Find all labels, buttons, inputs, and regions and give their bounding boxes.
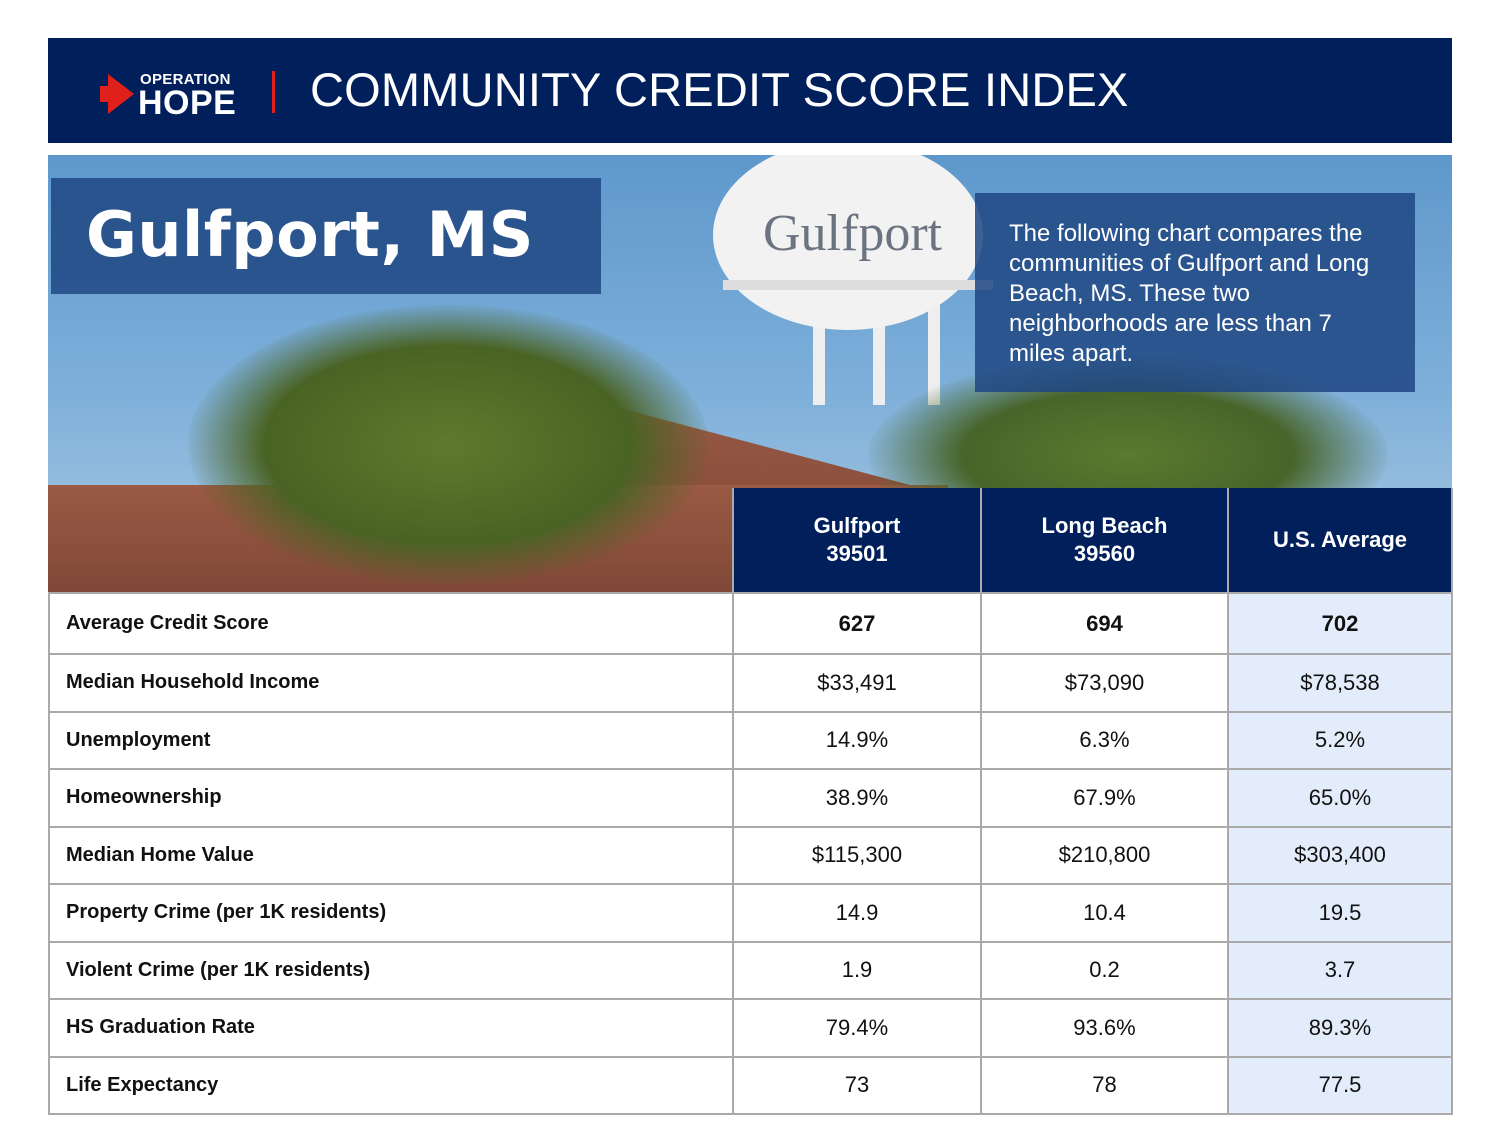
cell-gulfport: $33,491 <box>732 653 982 713</box>
cell-gulfport: $115,300 <box>732 825 982 885</box>
column-header-gulfport: Gulfport 39501 <box>732 488 982 594</box>
cell-long-beach: 10.4 <box>980 883 1229 943</box>
table-row: Violent Crime (per 1K residents) 1.9 0.2 3.… <box>48 940 1453 1000</box>
logo-text-operation: OPERATION <box>140 71 231 88</box>
comparison-table: Gulfport 39501 Long Beach 39560 U.S. Avera… <box>48 488 1453 1115</box>
column-header-us-average: U.S. Average <box>1227 488 1453 594</box>
hero-title: Gulfport, MS <box>86 198 534 271</box>
cell-gulfport: 14.9 <box>732 883 982 943</box>
cell-gulfport: 14.9% <box>732 710 982 770</box>
row-label: Life Expectancy <box>48 1055 734 1115</box>
row-label: Median Household Income <box>48 653 734 713</box>
table-row: Life Expectancy 73 78 77.5 <box>48 1055 1453 1115</box>
cell-long-beach: 78 <box>980 1055 1229 1115</box>
cell-us-average: 65.0% <box>1227 768 1453 828</box>
cell-us-average: $78,538 <box>1227 653 1453 713</box>
table-row: Homeownership 38.9% 67.9% 65.0% <box>48 768 1453 828</box>
row-label: Violent Crime (per 1K residents) <box>48 940 734 1000</box>
cell-long-beach: $73,090 <box>980 653 1229 713</box>
cell-gulfport: 1.9 <box>732 940 982 1000</box>
operation-hope-logo: OPERATION HOPE <box>100 70 240 122</box>
water-tower-image: Gulfport <box>713 155 993 405</box>
row-label: Unemployment <box>48 710 734 770</box>
cell-long-beach: 67.9% <box>980 768 1229 828</box>
cell-gulfport: 38.9% <box>732 768 982 828</box>
cell-us-average: $303,400 <box>1227 825 1453 885</box>
cell-us-average: 5.2% <box>1227 710 1453 770</box>
divider <box>272 71 275 113</box>
row-label: HS Graduation Rate <box>48 998 734 1058</box>
cell-us-average: 3.7 <box>1227 940 1453 1000</box>
cell-long-beach: 694 <box>980 592 1229 655</box>
cell-long-beach: $210,800 <box>980 825 1229 885</box>
row-label: Median Home Value <box>48 825 734 885</box>
row-label: Property Crime (per 1K residents) <box>48 883 734 943</box>
header-banner: OPERATION HOPE COMMUNITY CREDIT SCORE IN… <box>48 38 1452 143</box>
table-row: HS Graduation Rate 79.4% 93.6% 89.3% <box>48 998 1453 1058</box>
table-row: Unemployment 14.9% 6.3% 5.2% <box>48 710 1453 770</box>
description-box: The following chart compares the communi… <box>975 193 1415 392</box>
row-label: Average Credit Score <box>48 592 734 655</box>
cell-us-average: 702 <box>1227 592 1453 655</box>
page-title: COMMUNITY CREDIT SCORE INDEX <box>310 63 1129 116</box>
row-label: Homeownership <box>48 768 734 828</box>
cell-gulfport: 73 <box>732 1055 982 1115</box>
arrow-icon <box>100 74 134 114</box>
table-row: Average Credit Score 627 694 702 <box>48 592 1453 655</box>
tower-lettering: Gulfport <box>763 205 943 262</box>
table-row: Median Home Value $115,300 $210,800 $303,40… <box>48 825 1453 885</box>
palm-tree <box>188 305 708 585</box>
logo-text-hope: HOPE <box>138 84 237 122</box>
hero-title-box: Gulfport, MS <box>51 178 601 294</box>
cell-gulfport: 627 <box>732 592 982 655</box>
cell-us-average: 19.5 <box>1227 883 1453 943</box>
cell-gulfport: 79.4% <box>732 998 982 1058</box>
cell-long-beach: 0.2 <box>980 940 1229 1000</box>
cell-long-beach: 93.6% <box>980 998 1229 1058</box>
cell-us-average: 77.5 <box>1227 1055 1453 1115</box>
cell-long-beach: 6.3% <box>980 710 1229 770</box>
table-row: Median Household Income $33,491 $73,090 $78… <box>48 653 1453 713</box>
column-header-long-beach: Long Beach 39560 <box>980 488 1229 594</box>
table-row: Property Crime (per 1K residents) 14.9 10.… <box>48 883 1453 943</box>
cell-us-average: 89.3% <box>1227 998 1453 1058</box>
